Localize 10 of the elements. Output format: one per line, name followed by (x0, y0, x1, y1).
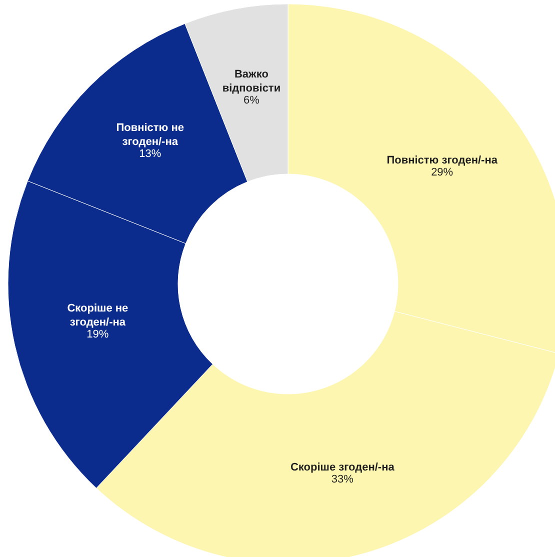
slice-label: Важко відповісти (222, 68, 281, 94)
data-label: 29% (431, 166, 454, 178)
slice-label: Повністю згоден/-на (386, 154, 498, 166)
data-label: 33% (331, 473, 354, 486)
slice-label: Повністю не згоден/-на (116, 122, 184, 148)
data-label: 6% (244, 94, 260, 106)
slice-label: Скоріше не згоден/-на (67, 302, 128, 329)
slice-label: Скоріше згоден/-на (290, 461, 396, 474)
data-label: 19% (86, 328, 109, 341)
data-label: 13% (139, 148, 162, 160)
